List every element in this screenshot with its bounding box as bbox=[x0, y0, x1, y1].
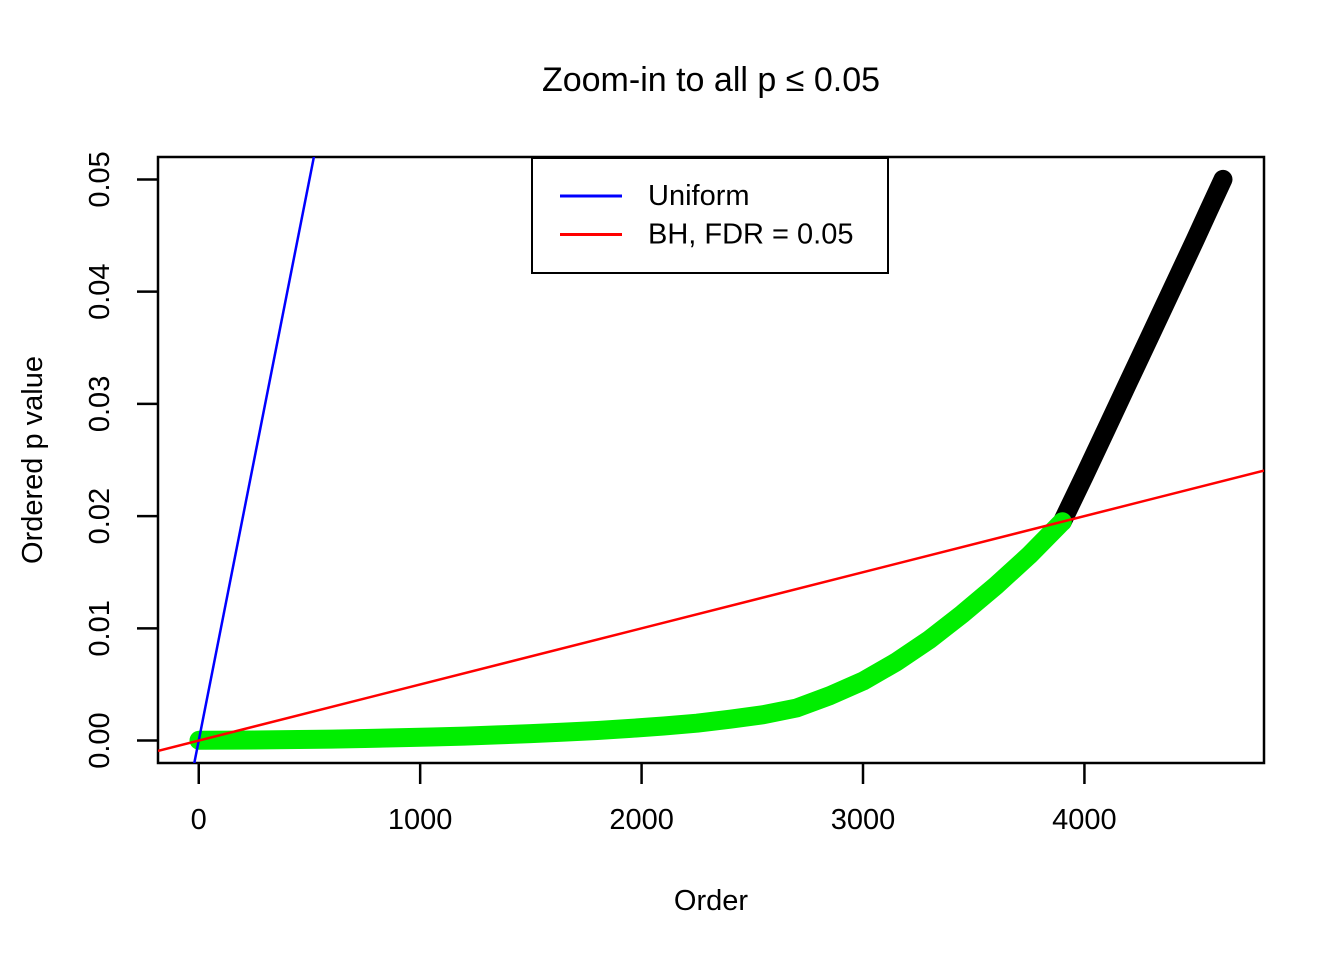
significant-points-curve bbox=[189, 512, 1072, 750]
legend-item-label: Uniform bbox=[648, 180, 750, 212]
x-tick-label: 4000 bbox=[1052, 804, 1117, 836]
axes: 0 1000 2000 3000 4000 0.00 0.01 0.02 0.03 0.04 0.0… bbox=[84, 151, 1266, 836]
legend-box-group: Uniform BH, FDR = 0.05 bbox=[531, 157, 889, 274]
legend-item-label: BH, FDR = 0.05 bbox=[648, 219, 854, 251]
y-tick-label: 0.03 bbox=[84, 376, 116, 432]
y-tick-label: 0.02 bbox=[84, 488, 116, 544]
x-tick-label: 1000 bbox=[388, 804, 453, 836]
x-axis-title: Order bbox=[674, 885, 748, 917]
y-tick-label: 0.00 bbox=[84, 712, 116, 768]
y-tick-label: 0.01 bbox=[84, 600, 116, 656]
legend-border bbox=[531, 157, 889, 274]
x-tick-label: 2000 bbox=[609, 804, 674, 836]
y-axis-title: Ordered p value bbox=[17, 356, 49, 564]
plot-title: Zoom-in to all p ≤ 0.05 bbox=[542, 61, 880, 99]
bh-fdr-line bbox=[158, 469, 1264, 753]
nonsignificant-points-curve bbox=[1052, 169, 1233, 532]
x-tick-label: 3000 bbox=[831, 804, 896, 836]
y-tick-label: 0.04 bbox=[84, 263, 116, 319]
x-tick-label: 0 bbox=[191, 804, 207, 836]
y-tick-label: 0.05 bbox=[84, 151, 116, 207]
plot-data-region bbox=[158, 157, 1264, 763]
